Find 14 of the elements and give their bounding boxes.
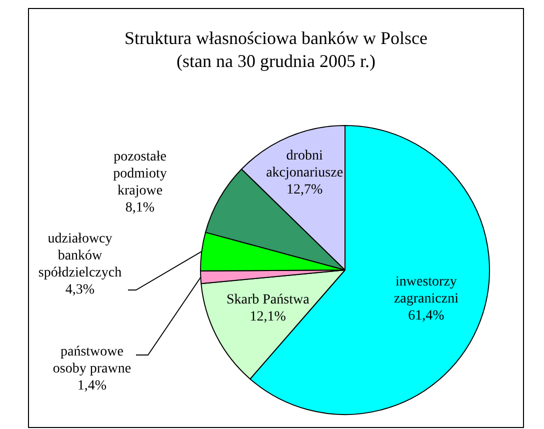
slice-label: inwestorzy zagraniczni — [394, 274, 459, 307]
chart-subtitle: (stan na 30 grudnia 2005 r.) — [176, 51, 376, 72]
slice-label: Skarb Państwa — [226, 292, 310, 308]
data-label: 1,4% — [77, 378, 107, 394]
slice-label: drobni akcjonariusze — [266, 148, 344, 180]
slice-label: państwowe osoby prawne — [52, 344, 132, 377]
data-label: 12,7% — [286, 182, 323, 198]
data-label: 8,1% — [125, 200, 155, 216]
slice-label: udziałowcy banków spółdzielczych — [38, 232, 122, 281]
slice-label: pozostałe podmioty krajowe — [113, 150, 167, 199]
data-label: 61,4% — [408, 308, 445, 324]
data-label: 4,3% — [65, 282, 95, 298]
data-label: 12,1% — [250, 309, 286, 324]
chart-title: Struktura własnościowa banków w Polsce — [124, 28, 428, 49]
